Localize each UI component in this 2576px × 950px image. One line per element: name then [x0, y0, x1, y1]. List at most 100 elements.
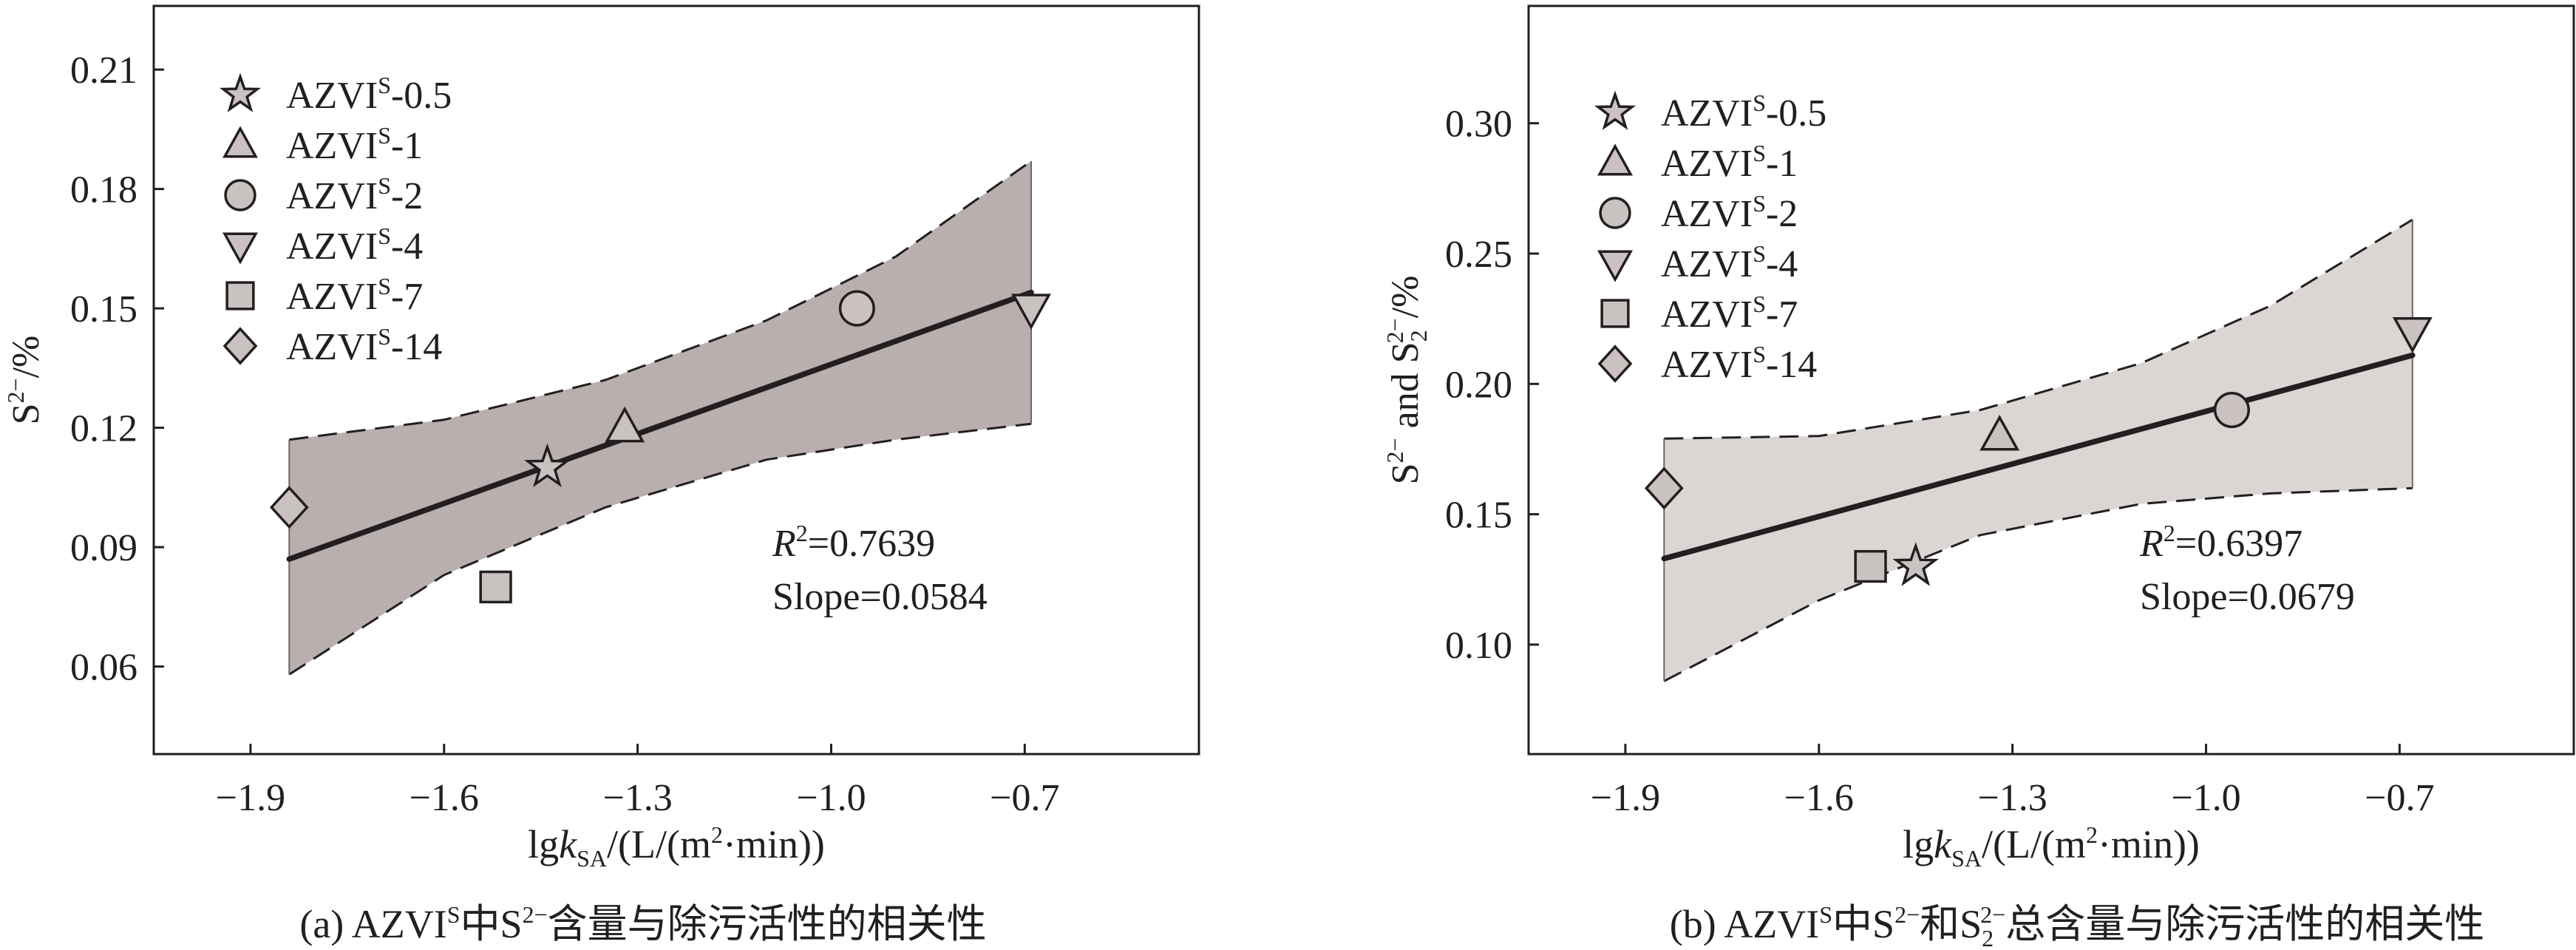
text-fragment: 2 — [796, 520, 808, 546]
text-fragment: R — [772, 523, 796, 565]
text-fragment: -2 — [1766, 193, 1798, 235]
x-tick-label: −1.9 — [1591, 777, 1660, 819]
fit-line — [286, 289, 1034, 562]
data-point-triangle-down — [2392, 317, 2433, 353]
text-fragment: S — [1819, 901, 1832, 928]
text-fragment: -4 — [1766, 243, 1798, 285]
confidence-band — [289, 160, 1032, 675]
legend-marker-triangle-up — [1597, 143, 1633, 176]
data-point-triangle-up — [1979, 415, 2020, 451]
y-axis-label: S2−/% — [2, 336, 47, 425]
y-tick-label: 0.15 — [70, 288, 137, 330]
text-fragment: /(L/(m — [1982, 822, 2086, 866]
data-point-star — [1892, 542, 1940, 586]
text-fragment: AZVI — [286, 225, 378, 268]
text-fragment: 2− — [1894, 901, 1920, 928]
legend-marker-triangle-up — [222, 126, 258, 158]
data-point-diamond — [1644, 466, 1684, 510]
r-squared-annotation: R2=0.7639 — [772, 520, 935, 565]
text-fragment: S — [1384, 463, 1427, 484]
text-fragment: ·min)) — [723, 822, 825, 866]
text-fragment: S — [378, 223, 391, 249]
x-tick-label: −1.9 — [216, 777, 285, 819]
text-fragment: AZVI — [286, 75, 378, 117]
text-fragment: -14 — [391, 326, 442, 368]
text-fragment: S — [1753, 140, 1766, 166]
text-fragment: 中S — [461, 902, 523, 946]
r-squared-annotation: R2=0.6397 — [2139, 520, 2303, 565]
chart-a: −1.9 −1.6 −1.3 −1.0 −0.7 0.06 0.09 0.12 0.15 0.18… — [2, 4, 1200, 946]
text-fragment: S — [1753, 190, 1766, 217]
data-point-triangle-down — [1011, 294, 1052, 330]
text-fragment: S — [1753, 291, 1766, 317]
x-tick-label: −1.6 — [409, 777, 479, 819]
text-fragment: S — [447, 901, 461, 928]
text-fragment: lg — [528, 822, 559, 866]
text-fragment: AZVI — [286, 276, 378, 318]
x-tick-label: −1.3 — [1977, 777, 2047, 819]
data-point-square — [479, 570, 512, 604]
text-fragment: S — [378, 273, 391, 299]
text-fragment: (a) AZVI — [299, 902, 446, 946]
text-fragment: k — [1934, 822, 1952, 866]
text-fragment: 2 — [1405, 330, 1432, 342]
text-fragment: 2 — [711, 821, 723, 848]
confidence-upper-line — [1664, 218, 2413, 440]
data-point-circle — [838, 290, 875, 327]
text-fragment: ·min)) — [2098, 822, 2200, 866]
confidence-band — [1664, 220, 2413, 682]
text-fragment: 总含量与除污活性的相关性 — [2005, 902, 2484, 946]
text-fragment: AZVI — [1661, 92, 1753, 135]
confidence-lower-line — [288, 422, 1032, 676]
text-fragment: AZVI — [286, 125, 378, 167]
y-tick-label: 0.15 — [1445, 495, 1512, 537]
y-tick-label: 0.25 — [1445, 234, 1512, 276]
confidence-lower-line — [1663, 486, 2413, 682]
y-tick-label: 0.12 — [70, 408, 137, 450]
legend-marker-diamond — [1597, 345, 1633, 383]
text-fragment: 2− — [1382, 318, 1408, 343]
text-fragment: =0.7639 — [808, 523, 935, 565]
y-tick-label: 0.06 — [70, 647, 137, 689]
legend-label: AZVIS-0.5 — [1661, 89, 1826, 135]
text-fragment: AZVI — [286, 175, 378, 217]
data-point-square — [1854, 549, 1887, 583]
text-fragment: 含量与除污活性的相关性 — [548, 902, 987, 946]
text-fragment: SA — [577, 845, 607, 872]
x-tick-label: −1.0 — [796, 777, 866, 819]
x-axis-label: lgkSA/(L/(m2·min)) — [1903, 821, 2200, 872]
data-point-triangle-up — [605, 406, 645, 443]
legend-marker-triangle-down — [1597, 250, 1633, 282]
y-tick-label: 0.09 — [70, 527, 137, 569]
y-axis-label: S2− and S22−/% — [1382, 276, 1432, 485]
text-fragment: AZVI — [1661, 294, 1753, 336]
legend-marker-square — [225, 281, 255, 311]
text-fragment: -2 — [391, 175, 423, 217]
chart-caption: (a) AZVIS中S2−含量与除污活性的相关性 — [299, 901, 986, 946]
text-fragment: -7 — [1766, 294, 1798, 336]
text-fragment: S — [378, 323, 391, 350]
fit-line — [1661, 352, 2416, 562]
text-fragment: /% — [5, 336, 47, 379]
text-fragment: 2− — [523, 901, 548, 928]
x-axis-label: lgkSA/(L/(m2·min)) — [528, 821, 825, 872]
legend-label: AZVIS-7 — [1661, 291, 1798, 336]
legend-label: AZVIS-0.5 — [286, 72, 452, 117]
slope-annotation: Slope=0.0679 — [2140, 576, 2355, 618]
text-fragment: AZVI — [1661, 344, 1753, 386]
text-fragment: =0.6397 — [2175, 523, 2303, 565]
text-fragment: AZVI — [1661, 193, 1753, 235]
slope-annotation: Slope=0.0584 — [772, 576, 988, 618]
y-tick-label: 0.30 — [1445, 104, 1512, 146]
text-fragment: 2 — [1982, 925, 1994, 950]
chart-caption: (b) AZVIS中S2−和S22−总含量与除污活性的相关性 — [1670, 901, 2484, 950]
plot-frame — [1527, 4, 2575, 756]
text-fragment: 2 — [2086, 821, 2098, 848]
text-fragment: 2− — [2, 378, 29, 403]
data-point-star — [524, 443, 571, 488]
text-fragment: -0.5 — [391, 75, 452, 117]
text-fragment: lg — [1903, 822, 1934, 866]
text-fragment: 2− — [1382, 438, 1408, 463]
data-point-circle — [2213, 392, 2250, 429]
text-fragment: (b) AZVI — [1670, 902, 1819, 946]
